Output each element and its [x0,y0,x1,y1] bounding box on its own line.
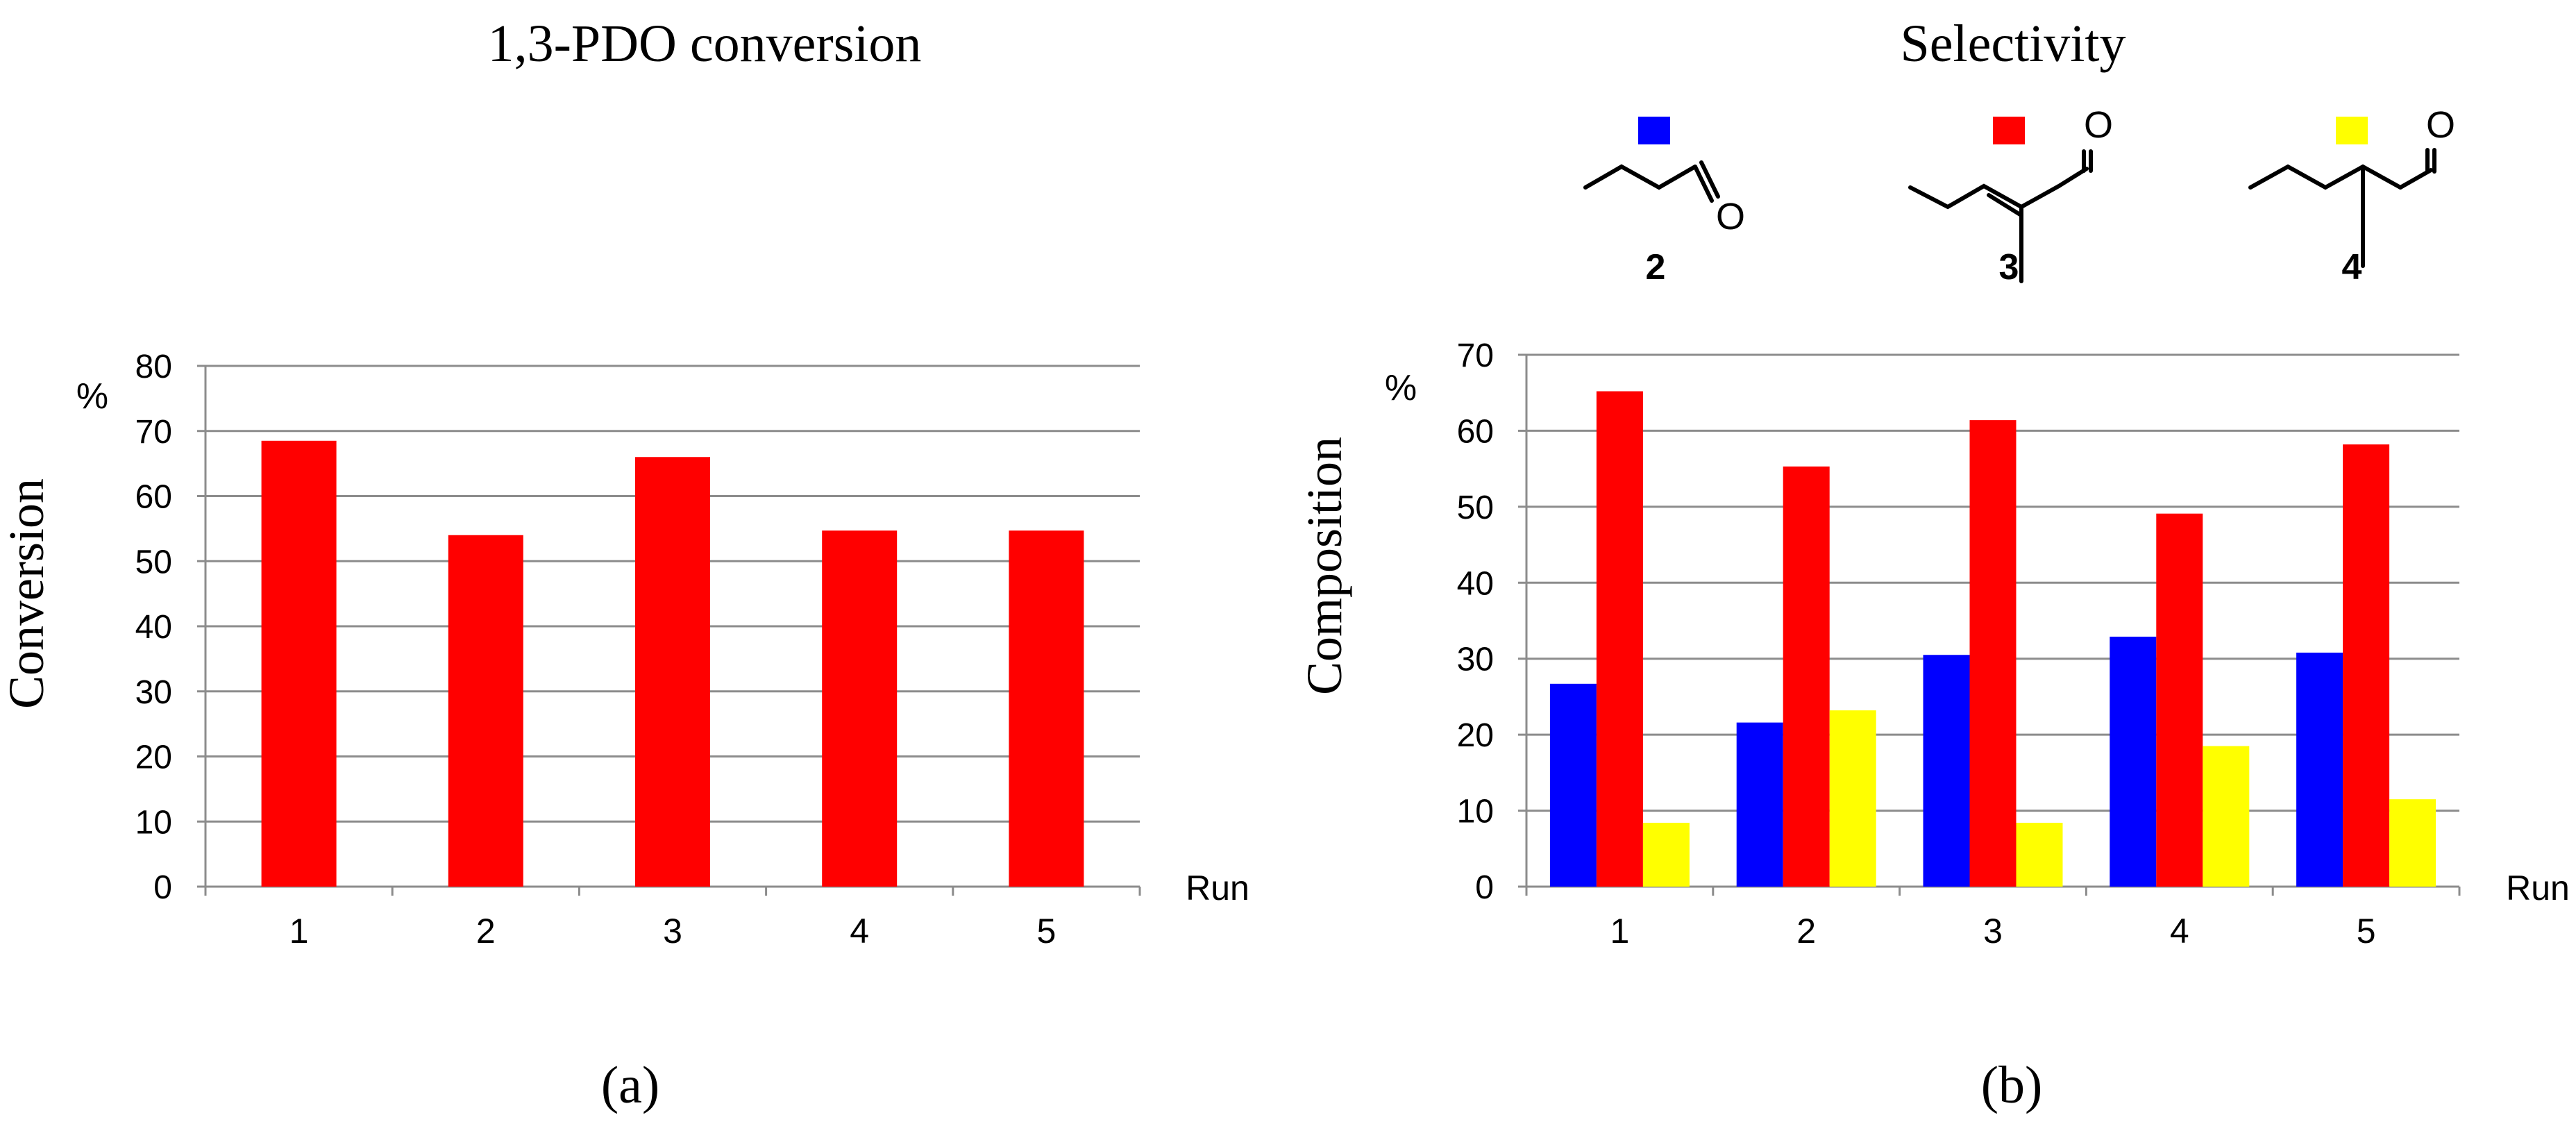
chart-b-bar-series-4-run-3 [2016,823,2063,887]
chart-b-y-tick-label: 10 [1457,794,1494,830]
molecule-3-oxygen: O [2084,104,2113,146]
chart-b-x-label: Run [2506,869,2570,907]
chart-b-bar-series-4-run-5 [2389,799,2436,887]
legend-compound-4-label: 4 [2342,247,2362,287]
chart-b-x-tick-label: 2 [1796,912,1816,951]
chart-a-bar-series-Conversion-run-1 [261,440,337,887]
chart-a-y-tick-label: 0 [153,869,172,906]
chart-b-y-tick-label: 70 [1457,337,1494,374]
chart-b-bar-series-2-run-1 [1549,683,1597,887]
legend-swatch-compound-2 [1638,117,1670,144]
molecule-methylpentenal-icon [1908,149,2093,283]
chart-b-bar-series-2-run-3 [1923,655,1970,887]
chart-b-bar-series-2-run-4 [2110,636,2157,887]
chart-b-plot: 0 10 20 30 40 50 60 70 1 2 3 4 5 [1457,337,2461,951]
chart-b-y-label: Composition [1297,437,1352,695]
chart-a-bar-series-Conversion-run-5 [1009,530,1084,887]
chart-b-bar-series-4-run-2 [1829,710,1876,887]
molecule-4-oxygen: O [2426,104,2455,146]
chart-b-bar-series-4-run-1 [1642,823,1690,887]
chart-b-bar-series-2-run-2 [1736,722,1783,887]
chart-b-y-tick-label: 50 [1457,489,1494,526]
panel-label-a: (a) [601,1056,659,1114]
legend-swatch-compound-4 [2336,117,2368,144]
chart-a-y-tick-label: 50 [135,544,172,580]
chart-b-y-tick-label: 30 [1457,642,1494,678]
chart-a-y-tick-label: 70 [135,414,172,451]
chart-b-y-tick-label: 40 [1457,565,1494,602]
molecule-2-oxygen: O [1716,196,1745,237]
chart-a-x-tick-label: 4 [850,912,869,951]
chart-a-y-tick-label: 40 [135,609,172,646]
chart-b-bar-series-3-run-5 [2343,444,2390,887]
chart-a-y-tick-label: 80 [135,349,172,385]
chart-a-y-tick-label: 20 [135,739,172,776]
chart-a-plot: 0 10 20 30 40 50 60 70 80 1 2 3 4 5 [135,349,1141,951]
chart-b-y-tick-label: 0 [1475,869,1494,906]
chart-a-y-tick-label: 30 [135,674,172,711]
chart-a-x-tick-label: 1 [289,912,309,951]
chart-a-x-tick-label: 3 [663,912,682,951]
chart-a-y-tick-label: 10 [135,804,172,841]
legend-swatch-compound-3 [1993,117,2025,144]
chart-b-x-tick-label: 4 [2170,912,2189,951]
chart-b-x-tick-label: 1 [1610,912,1629,951]
chart-a-bar-series-Conversion-run-2 [448,535,523,887]
chart-b-bar-series-3-run-1 [1596,391,1643,887]
chart-b-bar-series-3-run-4 [2156,513,2203,887]
chart-b-x-tick-label: 5 [2357,912,2376,951]
chart-a-y-unit: % [76,376,108,417]
chart-b-x-tick-label: 3 [1983,912,2003,951]
chart-b-bar-series-2-run-5 [2296,652,2343,887]
chart-a-y-tick-label: 60 [135,479,172,516]
chart-b-bar-series-3-run-2 [1783,466,1830,887]
chart-a-bar-series-Conversion-run-4 [822,530,898,887]
chart-b-y-unit: % [1385,368,1417,408]
chart-b-title: Selectivity [1900,15,2125,73]
chart-b-y-tick-label: 60 [1457,413,1494,450]
molecule-propanal-icon [1583,160,1720,203]
chart-b-bar-series-4-run-4 [2203,746,2250,887]
chart-b-bar-series-3-run-3 [1969,420,2017,887]
molecule-methylpentanal-icon [2248,148,2436,268]
chart-a-y-label: Conversion [0,478,54,709]
chart-a-x-tick-label: 5 [1036,912,1056,951]
legend-compound-2-label: 2 [1646,247,1666,287]
chart-a-x-tick-label: 2 [476,912,496,951]
panel-label-b: (b) [1981,1056,2043,1114]
legend-compound-3-label: 3 [1999,247,2019,287]
chart-a-x-label: Run [1186,869,1249,907]
chart-a-bar-series-Conversion-run-3 [635,457,710,887]
chart-a-title: 1,3-PDO conversion [488,15,922,73]
chart-b-y-tick-label: 20 [1457,717,1494,754]
